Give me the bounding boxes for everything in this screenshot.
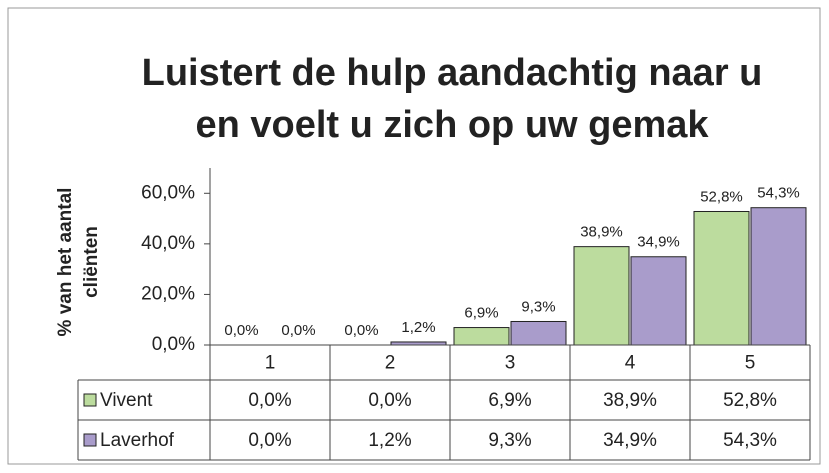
x-tick-label: 2 (385, 353, 396, 374)
data-label: 54,3% (757, 185, 800, 202)
x-tick-label: 3 (505, 353, 516, 374)
data-label: 52,8% (700, 188, 743, 205)
data-label: 34,9% (637, 234, 680, 251)
data-label: 0,0% (224, 322, 258, 339)
y-axis-label: cliënten (81, 226, 102, 298)
table-cell: 9,3% (488, 430, 531, 451)
y-tick-label: 60,0% (141, 182, 195, 203)
x-tick-label: 1 (265, 353, 276, 374)
data-label: 9,3% (521, 298, 555, 315)
chart-title: Luistert de hulp aandachtig naar u (142, 52, 763, 94)
bar (453, 327, 510, 346)
table-cell: 38,9% (603, 390, 657, 411)
bar (693, 210, 750, 346)
table-cell: 0,0% (368, 390, 411, 411)
bar (510, 320, 567, 346)
data-label: 0,0% (281, 322, 315, 339)
x-tick-label: 5 (745, 353, 756, 374)
table-cell: 34,9% (603, 430, 657, 451)
legend-label: Laverhof (100, 430, 175, 451)
legend-label: Vivent (100, 390, 153, 411)
data-label: 0,0% (344, 322, 378, 339)
table-cell: 6,9% (488, 390, 531, 411)
bar (573, 246, 630, 346)
bar (630, 256, 687, 346)
table-cell: 54,3% (723, 430, 777, 451)
table-cell: 52,8% (723, 390, 777, 411)
y-tick-label: 40,0% (141, 233, 195, 254)
y-tick-label: 0,0% (152, 334, 195, 355)
chart-border (7, 7, 821, 465)
y-axis-label: % van het aantal (55, 188, 76, 337)
table-cell: 1,2% (368, 430, 411, 451)
legend-swatch (83, 433, 97, 447)
legend-swatch (83, 393, 97, 407)
data-label: 6,9% (464, 305, 498, 322)
table-cell: 0,0% (248, 390, 291, 411)
y-tick-label: 20,0% (141, 283, 195, 304)
data-label: 1,2% (401, 319, 435, 336)
bar (750, 207, 807, 346)
table-cell: 0,0% (248, 430, 291, 451)
chart-title: en voelt u zich op uw gemak (195, 104, 709, 146)
x-tick-label: 4 (625, 353, 636, 374)
data-label: 38,9% (580, 224, 623, 241)
